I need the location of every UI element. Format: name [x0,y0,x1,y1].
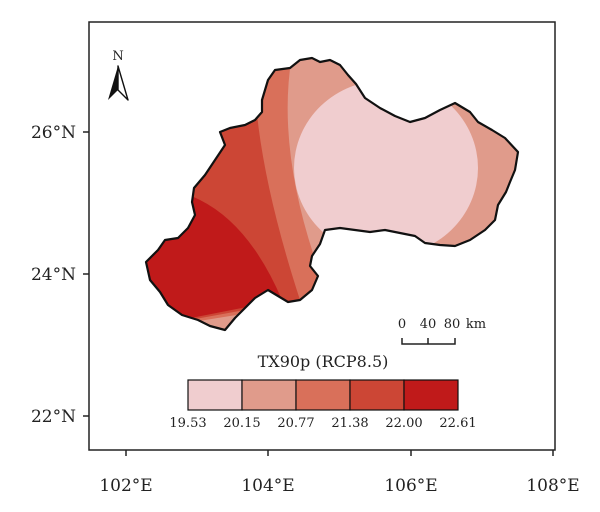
north-arrow-icon [108,66,118,100]
legend-swatches [187,379,459,411]
x-tick-label-3: 108°E [526,476,579,496]
y-tick-label-0: 26°N [31,123,76,143]
region-outline [144,56,520,332]
legend-break-label-5: 22.61 [439,416,476,431]
north-label: N [112,49,123,64]
x-tick-label-2: 106°E [384,476,437,496]
x-axis-ticks [125,450,554,456]
legend-break-label-2: 20.77 [277,416,314,431]
legend: TX90p (RCP8.5) 19.53 20.15 20.77 21.38 22.00… [169,352,476,431]
x-tick-label-0: 102°E [99,476,152,496]
legend-swatch-4 [403,379,459,411]
legend-swatch-0 [187,379,243,411]
x-tick-label-1: 104°E [241,476,294,496]
y-tick-label-2: 22°N [31,407,76,427]
y-tick-label-1: 24°N [31,265,76,285]
zone-band-5 [146,170,282,330]
tx90p-zones [146,58,518,330]
north-arrow: N [108,49,129,101]
legend-swatch-2 [295,379,351,411]
legend-break-label-3: 21.38 [331,416,368,431]
scale-label-40: 40 [420,317,437,332]
legend-break-label-0: 19.53 [169,416,206,431]
scale-unit: km [466,317,486,332]
legend-break-label-4: 22.00 [385,416,422,431]
legend-swatch-1 [241,379,297,411]
scale-label-0: 0 [398,317,406,332]
map-frame [88,21,556,451]
y-axis-ticks [83,131,89,417]
legend-break-label-1: 20.15 [223,416,260,431]
legend-labels: 19.53 20.15 20.77 21.38 22.00 22.61 [169,416,476,431]
scale-bar: 0 40 80 km [398,317,486,345]
legend-swatch-3 [349,379,405,411]
scale-label-80: 80 [444,317,461,332]
zone-band-0 [294,80,478,256]
legend-title: TX90p (RCP8.5) [258,352,389,371]
